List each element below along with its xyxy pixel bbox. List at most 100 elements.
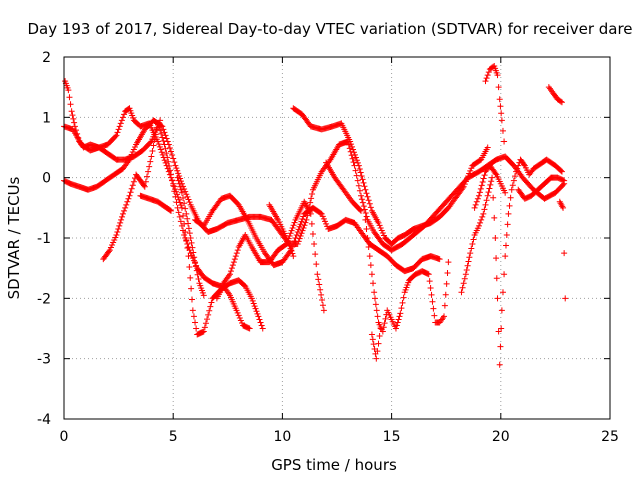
data-point: [71, 119, 78, 126]
data-point: [146, 163, 153, 170]
data-point: [395, 316, 402, 323]
data-point: [468, 245, 475, 252]
data-point: [358, 207, 365, 214]
y-tick-label: -2: [37, 291, 51, 307]
data-point: [234, 247, 241, 254]
x-tick-label: 15: [383, 429, 401, 445]
data-point: [398, 305, 405, 312]
series-track-k: [137, 192, 175, 214]
data-point: [481, 172, 488, 179]
data-point: [293, 231, 300, 238]
data-point: [117, 219, 124, 226]
data-point: [183, 191, 190, 198]
data-point: [190, 313, 197, 320]
series-track-p: [368, 325, 384, 362]
data-point: [458, 289, 465, 296]
data-point: [504, 221, 511, 228]
data-point: [363, 213, 370, 220]
data-point: [483, 197, 490, 204]
data-point: [352, 154, 359, 161]
data-point: [233, 307, 240, 314]
data-point: [376, 222, 383, 229]
data-point: [484, 72, 491, 79]
data-point: [499, 289, 506, 296]
data-point: [493, 255, 500, 262]
y-tick-label: -3: [37, 352, 51, 368]
data-point: [126, 192, 133, 199]
data-point: [254, 310, 261, 317]
data-point: [313, 261, 320, 268]
data-point: [482, 201, 489, 208]
data-point: [377, 224, 384, 231]
data-point: [513, 168, 520, 175]
data-point: [167, 207, 174, 214]
data-point: [560, 177, 567, 184]
data-point: [185, 253, 192, 260]
data-point: [502, 242, 509, 249]
data-point: [235, 312, 242, 319]
data-point: [373, 307, 380, 314]
data-point: [317, 286, 324, 293]
data-point: [443, 280, 450, 287]
data-point: [128, 185, 135, 192]
data-point: [502, 253, 509, 260]
data-point: [257, 319, 264, 326]
data-point: [287, 230, 294, 237]
data-point: [117, 120, 124, 127]
data-point: [296, 223, 303, 230]
data-point: [392, 325, 399, 332]
data-point: [315, 276, 322, 283]
data-point: [112, 234, 119, 241]
data-point: [178, 186, 185, 193]
data-point: [159, 134, 166, 141]
series-track-i: [545, 84, 565, 106]
y-tick-label: 2: [42, 50, 51, 66]
data-point: [200, 328, 207, 335]
data-point: [173, 165, 180, 172]
data-point: [495, 84, 502, 91]
data-point: [496, 361, 503, 368]
data-point: [115, 225, 122, 232]
data-point: [161, 141, 168, 148]
data-point: [368, 271, 375, 278]
data-point: [160, 137, 167, 144]
data-point: [311, 241, 318, 248]
x-axis-label: GPS time / hours: [271, 456, 397, 474]
data-point: [562, 295, 569, 302]
data-point: [228, 265, 235, 272]
data-point: [301, 222, 308, 229]
data-point: [119, 114, 126, 121]
data-point: [127, 189, 134, 196]
data-point: [291, 238, 298, 245]
data-point: [186, 263, 193, 270]
data-point: [161, 129, 168, 136]
data-point: [290, 241, 297, 248]
data-point: [189, 255, 196, 262]
data-point: [359, 199, 366, 206]
data-point: [467, 250, 474, 257]
data-point: [482, 78, 489, 85]
data-point: [168, 207, 175, 214]
data-point: [142, 178, 149, 185]
data-point: [205, 311, 212, 318]
data-point: [185, 220, 192, 227]
data-point: [357, 206, 364, 213]
data-point: [295, 226, 302, 233]
data-point: [246, 325, 253, 332]
data-point: [469, 241, 476, 248]
x-tick-label: 10: [273, 429, 291, 445]
data-point: [226, 271, 233, 278]
data-point: [165, 158, 172, 165]
y-tick-label: 1: [42, 110, 51, 126]
data-point: [354, 177, 361, 184]
data-point: [491, 214, 498, 221]
data-point: [363, 225, 370, 232]
data-point: [379, 229, 386, 236]
data-point: [119, 210, 126, 217]
plot-frame: [63, 56, 611, 420]
data-point: [506, 202, 513, 209]
data-point: [184, 215, 191, 222]
data-point: [140, 182, 147, 189]
data-point: [300, 224, 307, 231]
